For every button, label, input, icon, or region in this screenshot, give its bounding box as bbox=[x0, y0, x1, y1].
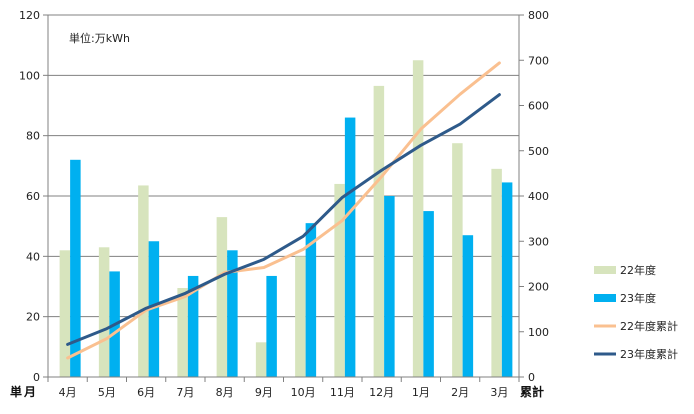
y-right-tick-3: 300 bbox=[528, 235, 549, 248]
bar-22-9 bbox=[412, 60, 424, 377]
x-tick-9: 1月 bbox=[412, 386, 430, 399]
y-right-tick-8: 800 bbox=[528, 9, 549, 22]
bar-22-1 bbox=[98, 247, 110, 377]
x-tick-8: 12月 bbox=[369, 386, 394, 399]
bar-series bbox=[59, 60, 513, 378]
bar-22-8 bbox=[373, 85, 385, 378]
x-tick-10: 2月 bbox=[451, 386, 469, 399]
axes bbox=[43, 14, 524, 382]
y-left-tick-1: 20 bbox=[26, 311, 40, 324]
bar-22-3 bbox=[177, 288, 188, 377]
grid-lines bbox=[48, 14, 519, 318]
xlabel: 月 bbox=[23, 385, 36, 399]
y-right-tick-0: 0 bbox=[528, 371, 535, 384]
y-left-tick-4: 80 bbox=[26, 130, 40, 143]
bar-22-7 bbox=[334, 183, 345, 377]
y-right-tick-2: 200 bbox=[528, 281, 549, 294]
bar-23-8 bbox=[384, 196, 395, 377]
bar-23-3 bbox=[187, 275, 199, 377]
bar-23-10 bbox=[462, 235, 474, 377]
tick-labels: 0 20 40 60 80 100 120 0 100 200 300 400 500 600 700 800… bbox=[19, 9, 549, 399]
x-tick-0: 4月 bbox=[59, 386, 77, 399]
ylabel-right: 累計 bbox=[520, 384, 544, 399]
line-series bbox=[66, 61, 501, 360]
y-right-tick-6: 600 bbox=[528, 100, 549, 113]
bar-22-4 bbox=[216, 217, 228, 377]
legend-swatch-0 bbox=[594, 266, 616, 274]
x-tick-7: 11月 bbox=[330, 386, 355, 399]
ylabel-left: 単 bbox=[10, 384, 22, 399]
y-right-tick-4: 400 bbox=[528, 190, 549, 203]
legend-label-3: 23年度累計 bbox=[620, 347, 678, 361]
x-tick-11: 3月 bbox=[490, 386, 508, 399]
bar-23-5 bbox=[266, 275, 277, 377]
y-left-tick-2: 40 bbox=[26, 250, 40, 263]
y-right-tick-1: 100 bbox=[528, 326, 549, 339]
y-left-tick-0: 0 bbox=[33, 371, 40, 384]
bar-22-10 bbox=[452, 143, 463, 377]
line-series-1 bbox=[66, 93, 501, 346]
x-tick-1: 5月 bbox=[98, 386, 116, 399]
x-tick-3: 7月 bbox=[176, 386, 194, 399]
bar-23-9 bbox=[423, 211, 434, 377]
bar-22-2 bbox=[138, 185, 149, 377]
x-tick-2: 6月 bbox=[137, 386, 155, 399]
line-series-0 bbox=[66, 61, 501, 360]
x-tick-4: 8月 bbox=[216, 386, 234, 399]
legend: 22年度 23年度 22年度累計 23年度累計 bbox=[594, 263, 678, 361]
legend-label-1: 23年度 bbox=[620, 291, 656, 305]
bar-23-6 bbox=[305, 223, 317, 377]
y-left-tick-6: 120 bbox=[19, 9, 40, 22]
y-left-tick-5: 100 bbox=[19, 69, 40, 82]
bar-22-6 bbox=[295, 256, 306, 377]
bar-23-7 bbox=[344, 117, 356, 378]
unit-note: 単位:万kWh bbox=[69, 31, 130, 45]
bar-23-0 bbox=[70, 159, 81, 377]
bar-23-11 bbox=[501, 182, 513, 377]
legend-swatch-1 bbox=[594, 294, 616, 302]
bar-22-11 bbox=[491, 168, 502, 377]
y-left-tick-3: 60 bbox=[26, 190, 40, 203]
legend-label-0: 22年度 bbox=[620, 263, 656, 277]
bar-23-2 bbox=[148, 241, 160, 377]
y-right-tick-5: 500 bbox=[528, 145, 549, 158]
y-right-tick-7: 700 bbox=[528, 54, 549, 67]
x-tick-5: 9月 bbox=[255, 386, 273, 399]
bar-22-5 bbox=[255, 342, 267, 377]
bar-22-0 bbox=[59, 250, 71, 377]
bar-23-4 bbox=[227, 250, 238, 377]
axis-title-left: 単 月 bbox=[10, 384, 36, 399]
legend-label-2: 22年度累計 bbox=[620, 319, 678, 333]
x-tick-6: 10月 bbox=[291, 386, 316, 399]
